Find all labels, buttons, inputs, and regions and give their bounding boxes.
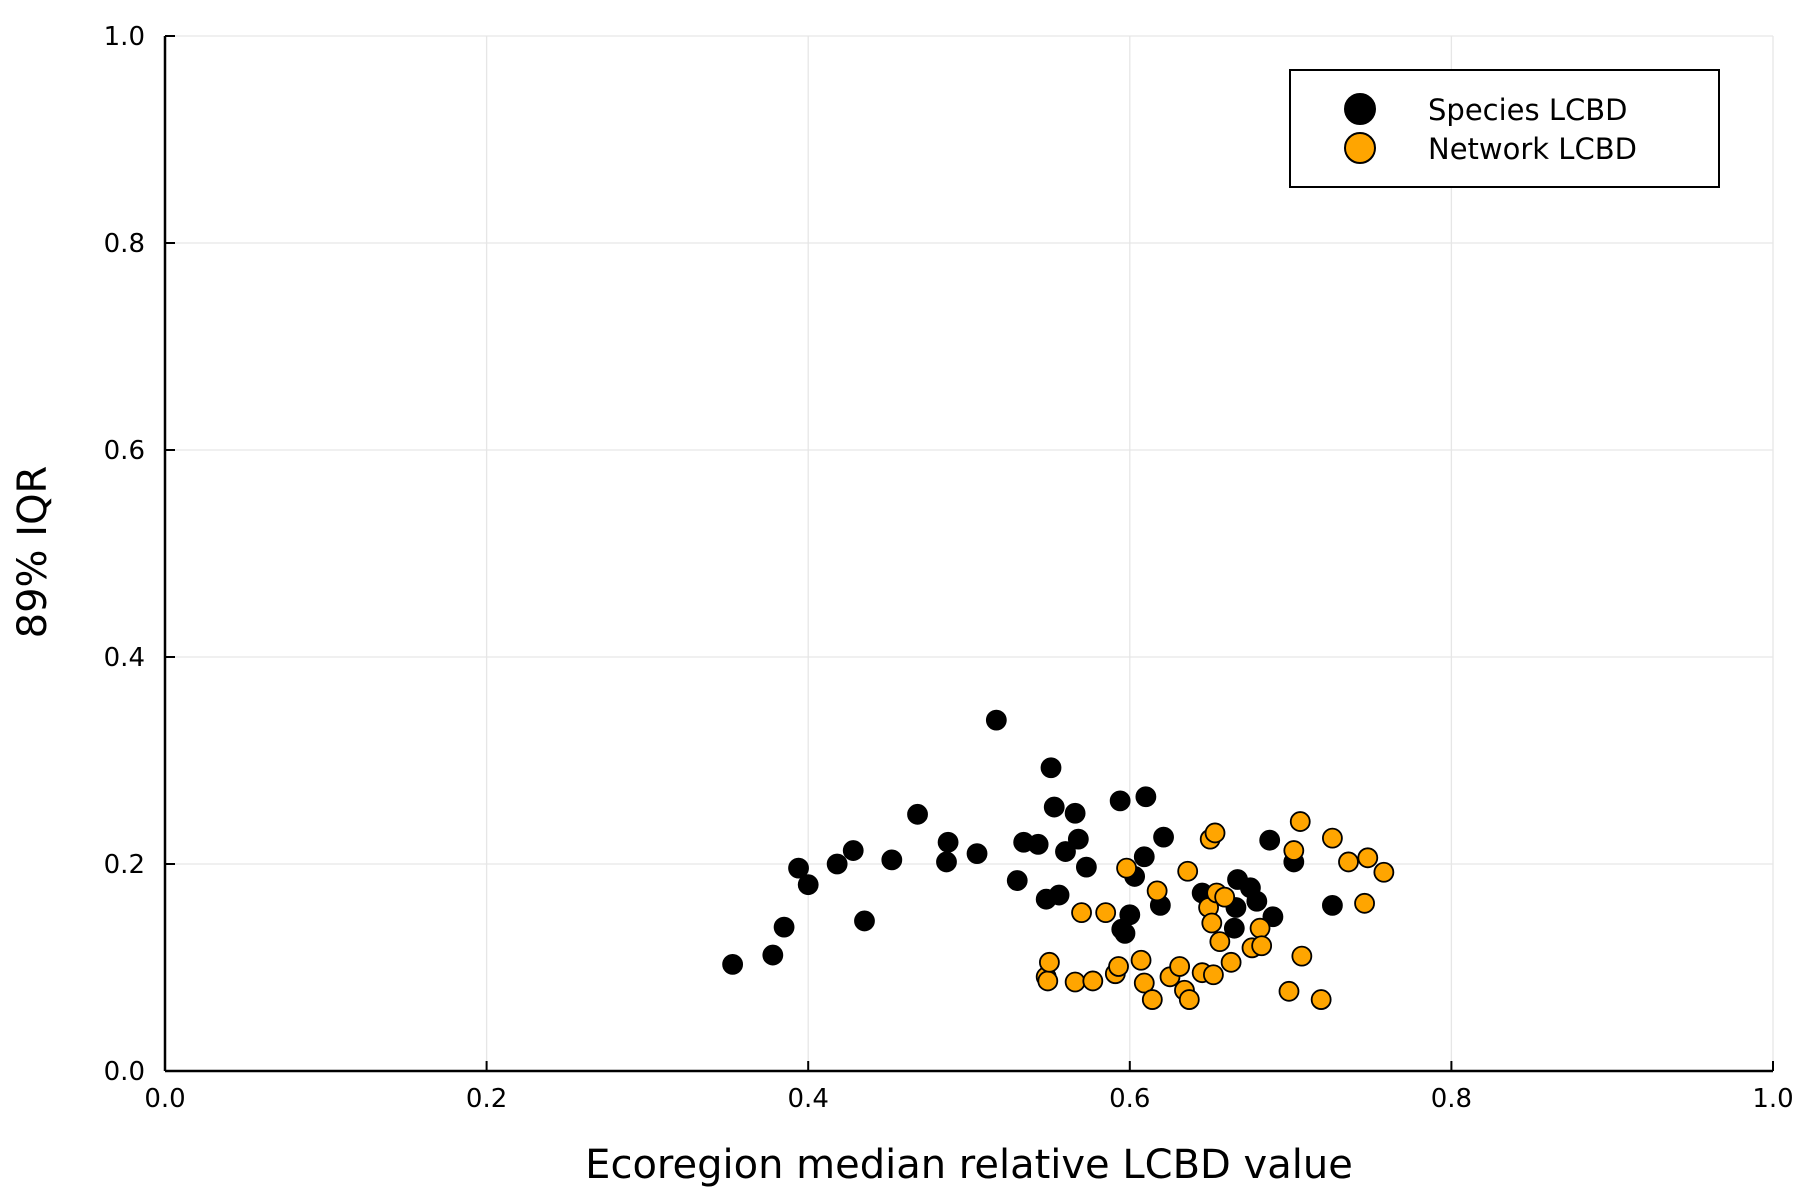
data-point-species-lcbd xyxy=(985,709,1007,731)
x-tick-label: 0.2 xyxy=(466,1084,507,1114)
data-point-network-lcbd xyxy=(1130,949,1152,971)
y-tick-label: 0.4 xyxy=(104,643,145,673)
data-point-network-lcbd xyxy=(1108,956,1129,977)
data-point-network-lcbd xyxy=(1204,822,1226,844)
data-point-species-lcbd xyxy=(966,843,988,865)
data-point-species-lcbd xyxy=(1109,790,1131,812)
data-point-network-lcbd xyxy=(1169,956,1191,977)
data-point-network-lcbd xyxy=(1095,902,1117,924)
data-point-network-lcbd xyxy=(1071,902,1092,924)
legend-marker-species xyxy=(1344,93,1376,125)
tick-labels: 0.0 0.2 0.4 0.6 0.8 1.0 0.0 0.2 0.4 0.6 0.8 1.0 xyxy=(104,22,1794,1114)
data-point-network-lcbd xyxy=(1251,935,1273,957)
data-point-species-lcbd xyxy=(1064,802,1086,824)
data-point-species-lcbd xyxy=(881,849,903,871)
data-point-species-lcbd xyxy=(1322,895,1343,916)
data-point-network-lcbd xyxy=(1082,970,1104,992)
data-point-species-lcbd xyxy=(797,874,819,896)
x-tick-label: 0.4 xyxy=(788,1084,829,1114)
legend-label-network: Network LCBD xyxy=(1428,132,1637,166)
legend: Species LCBD Network LCBD xyxy=(1289,69,1720,188)
data-point-species-lcbd xyxy=(1259,829,1281,851)
legend-marker-network xyxy=(1344,132,1376,164)
legend-box xyxy=(1289,69,1720,188)
data-point-network-lcbd xyxy=(1209,931,1231,953)
x-axis-title: Ecoregion median relative LCBD value xyxy=(585,1142,1353,1188)
data-point-species-lcbd xyxy=(1075,856,1097,878)
data-point-network-lcbd xyxy=(1177,860,1199,882)
y-tick-label: 0.0 xyxy=(104,1057,145,1087)
data-point-species-lcbd xyxy=(1246,890,1268,912)
y-tick-label: 0.8 xyxy=(104,229,145,259)
grid-lines xyxy=(164,35,1774,1072)
data-point-species-lcbd xyxy=(788,857,809,879)
data-point-species-lcbd xyxy=(1135,786,1157,808)
axes xyxy=(163,35,1774,1073)
data-point-network-lcbd xyxy=(1357,847,1379,869)
data-point-network-lcbd xyxy=(1291,945,1313,967)
data-point-species-lcbd xyxy=(1055,841,1076,862)
legend-label-species: Species LCBD xyxy=(1428,93,1627,127)
y-tick-label: 0.2 xyxy=(104,850,145,880)
data-point-species-lcbd xyxy=(907,803,928,825)
data-point-species-lcbd xyxy=(1119,904,1141,926)
data-point-network-lcbd xyxy=(1064,971,1086,993)
data-point-species-lcbd xyxy=(1133,846,1155,868)
data-point-species-lcbd xyxy=(1027,833,1049,855)
data-point-species-lcbd xyxy=(826,853,848,875)
data-point-species-lcbd xyxy=(854,910,875,932)
data-point-species-lcbd xyxy=(937,831,959,853)
data-point-species-lcbd xyxy=(842,840,864,861)
data-point-network-lcbd xyxy=(1214,886,1236,908)
data-point-network-lcbd xyxy=(1037,970,1059,992)
data-point-species-lcbd xyxy=(1153,826,1174,848)
data-point-network-lcbd xyxy=(1178,989,1200,1010)
data-point-network-lcbd xyxy=(1146,880,1168,902)
data-point-species-lcbd xyxy=(1067,828,1089,850)
data-point-species-lcbd xyxy=(1006,870,1028,891)
data-point-species-lcbd xyxy=(1262,906,1284,928)
data-point-network-lcbd xyxy=(1289,811,1311,832)
data-point-network-lcbd xyxy=(1201,912,1223,934)
data-point-network-lcbd xyxy=(1116,857,1137,879)
data-point-species-lcbd xyxy=(1114,922,1136,944)
x-tick-label: 0.8 xyxy=(1431,1084,1472,1114)
y-tick-label: 0.6 xyxy=(104,436,145,466)
data-point-species-lcbd xyxy=(722,953,744,975)
y-tick-label: 1.0 xyxy=(104,22,145,52)
data-point-network-lcbd xyxy=(1133,972,1155,994)
data-point-network-lcbd xyxy=(1039,951,1060,973)
data-point-network-lcbd xyxy=(1141,989,1163,1010)
data-point-species-lcbd xyxy=(762,944,784,966)
data-point-network-lcbd xyxy=(1283,840,1305,861)
data-point-network-lcbd xyxy=(1249,917,1271,939)
data-point-species-lcbd xyxy=(1048,884,1070,906)
data-point-network-lcbd xyxy=(1310,989,1332,1010)
data-point-network-lcbd xyxy=(1338,851,1359,873)
y-axis-title: 89% IQR xyxy=(10,466,56,639)
data-point-network-lcbd xyxy=(1322,827,1343,849)
data-point-species-lcbd xyxy=(936,851,957,873)
data-point-species-lcbd xyxy=(1223,917,1245,939)
x-tick-label: 0.0 xyxy=(144,1084,185,1114)
data-point-species-lcbd xyxy=(773,916,795,938)
data-point-network-lcbd xyxy=(1278,980,1300,1002)
data-point-species-lcbd xyxy=(1043,796,1065,818)
data-point-network-lcbd xyxy=(1373,861,1395,883)
data-point-network-lcbd xyxy=(1220,951,1242,973)
x-tick-label: 0.6 xyxy=(1109,1084,1150,1114)
data-point-species-lcbd xyxy=(1040,757,1062,779)
data-point-network-lcbd xyxy=(1354,892,1375,914)
data-points xyxy=(722,709,1395,1010)
x-tick-label: 1.0 xyxy=(1752,1084,1793,1114)
data-point-network-lcbd xyxy=(1203,964,1224,986)
